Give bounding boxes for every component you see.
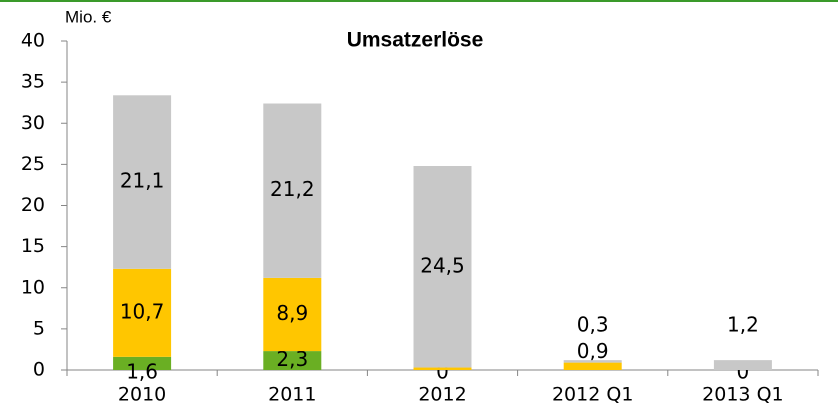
bar-segment: [113, 95, 172, 269]
bar-segment: [263, 103, 322, 278]
y-tick-label: 0: [33, 359, 45, 381]
bar-segment: [413, 367, 472, 370]
x-tick-label: 2011: [268, 384, 316, 406]
y-tick-label: 10: [21, 276, 45, 298]
y-tick-label: 15: [21, 235, 45, 257]
data-label: 21,2: [270, 177, 315, 201]
data-label: 24,5: [420, 253, 465, 277]
y-tick-label: 25: [21, 153, 45, 175]
chart-title: Umsatzerlöse: [347, 29, 484, 52]
bar-segment: [263, 277, 322, 352]
bar-segment: [713, 360, 772, 370]
bar-segment: [563, 362, 622, 370]
y-tick-label: 5: [33, 317, 45, 339]
bar-segment: [263, 351, 322, 370]
x-tick-label: 2013 Q1: [702, 384, 783, 406]
data-label: 0,9: [577, 339, 609, 363]
x-tick-label: 2012: [418, 384, 466, 406]
x-tick-label: 2010: [118, 384, 166, 406]
y-tick-label: 30: [21, 112, 45, 134]
bar-segment: [563, 360, 622, 363]
data-label: 0,3: [577, 313, 609, 337]
bar-segment: [413, 166, 472, 368]
y-tick-label: 35: [21, 71, 45, 93]
y-tick-label: 20: [21, 194, 45, 216]
data-label: 10,7: [120, 299, 165, 323]
bar-segment: [113, 268, 172, 357]
data-label: 1,2: [727, 313, 759, 337]
y-tick-label: 40: [21, 30, 45, 52]
data-label: 1,6: [126, 360, 158, 384]
data-label: 8,9: [276, 301, 308, 325]
data-label: 21,1: [120, 169, 165, 193]
bar-segment: [113, 356, 172, 370]
y-axis-label: Mio. €: [65, 7, 112, 26]
x-tick-label: 2012 Q1: [552, 384, 633, 406]
